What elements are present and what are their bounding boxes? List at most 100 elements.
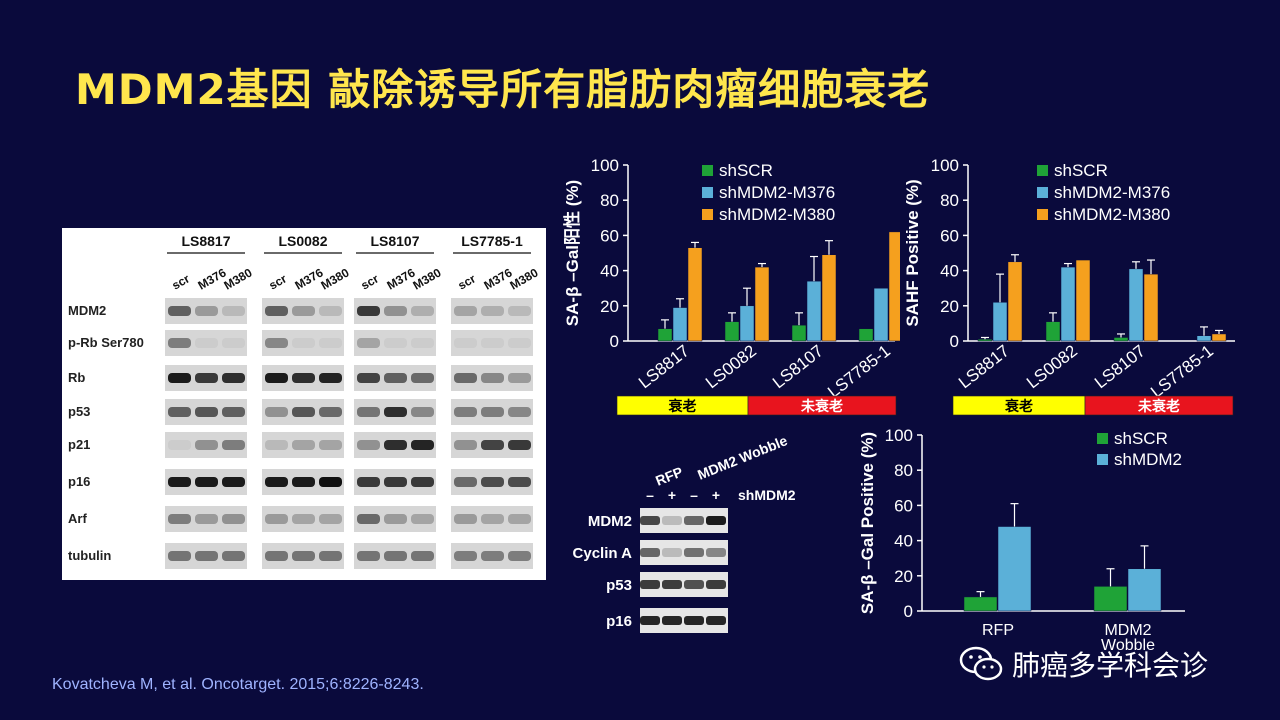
blot-band bbox=[357, 514, 380, 524]
bar bbox=[724, 321, 740, 342]
blot-band bbox=[222, 440, 245, 450]
wechat-icon bbox=[959, 646, 1003, 681]
blot-band bbox=[292, 477, 315, 487]
blot-band bbox=[481, 477, 504, 487]
blot-band bbox=[265, 373, 288, 383]
y-tick-label: 20 bbox=[600, 297, 619, 316]
blot-band bbox=[292, 440, 315, 450]
blot-band bbox=[384, 373, 407, 383]
legend-label: shMDM2-M380 bbox=[719, 205, 835, 224]
blot-band bbox=[706, 616, 726, 625]
blot-band bbox=[319, 514, 342, 524]
y-tick-label: 0 bbox=[610, 332, 619, 351]
blot-band bbox=[684, 580, 704, 589]
x-tick-label: Wobble bbox=[1101, 637, 1155, 650]
protein-label: p53 bbox=[68, 404, 90, 419]
blot-band bbox=[168, 306, 191, 316]
protein-label: Cyclin A bbox=[573, 545, 633, 562]
bar bbox=[754, 266, 770, 342]
chart-sa-gal-rescue: 0 20 40 60 80 100 SA-β –Gal Positive (%) RFP MDM… bbox=[858, 426, 1185, 650]
y-tick-label: 40 bbox=[600, 262, 619, 281]
bar bbox=[1075, 259, 1091, 342]
x-tick-label: LS8107 bbox=[769, 341, 827, 392]
x-tick-label: LS7785-1 bbox=[824, 341, 894, 401]
legend-swatch bbox=[702, 165, 713, 176]
blot-band bbox=[222, 477, 245, 487]
bar bbox=[1060, 266, 1076, 342]
blot-band bbox=[168, 514, 191, 524]
blot-strip bbox=[165, 330, 247, 356]
bar bbox=[1143, 273, 1159, 342]
blot-band bbox=[319, 477, 342, 487]
bar bbox=[657, 328, 673, 342]
blot-band bbox=[640, 616, 660, 625]
chart-sahf: 0 20 40 60 80 100 SAHF Positive (%) LS8817 LS008… bbox=[903, 156, 1235, 416]
blot-band bbox=[357, 407, 380, 417]
blot-band bbox=[411, 477, 434, 487]
blot-strip bbox=[165, 432, 247, 458]
x-tick-label: LS7785-1 bbox=[1147, 341, 1217, 401]
legend-swatch bbox=[1097, 454, 1108, 465]
blot-band bbox=[292, 338, 315, 348]
blot-band bbox=[357, 551, 380, 561]
blot-band bbox=[292, 514, 315, 524]
bar bbox=[1113, 337, 1129, 342]
x-tick-label: LS8107 bbox=[1091, 341, 1149, 392]
band-label: 衰老 bbox=[668, 398, 697, 414]
lane-sign: + bbox=[712, 487, 720, 503]
legend-label: shMDM2-M376 bbox=[1054, 183, 1170, 202]
blot-band bbox=[222, 514, 245, 524]
blot-band bbox=[508, 440, 531, 450]
legend-swatch bbox=[1037, 209, 1048, 220]
bar bbox=[1128, 268, 1144, 342]
blot-band bbox=[706, 548, 726, 557]
blot-band bbox=[384, 514, 407, 524]
legend-label: shSCR bbox=[1054, 161, 1108, 180]
blot-band bbox=[640, 548, 660, 557]
y-tick-label: 80 bbox=[600, 191, 619, 210]
blot-band bbox=[357, 338, 380, 348]
blot-band bbox=[481, 306, 504, 316]
blot-band bbox=[508, 338, 531, 348]
y-tick-label: 60 bbox=[600, 226, 619, 245]
lane-sign: – bbox=[690, 487, 698, 503]
bar bbox=[687, 247, 703, 342]
blot-band bbox=[168, 407, 191, 417]
blot-band bbox=[168, 551, 191, 561]
blot-band bbox=[706, 580, 726, 589]
blot-band bbox=[265, 338, 288, 348]
band-label: 衰老 bbox=[1004, 398, 1033, 414]
bar bbox=[1196, 335, 1212, 342]
legend-label: shSCR bbox=[1114, 429, 1168, 448]
band-non-senescent bbox=[1084, 395, 1234, 416]
blot-band bbox=[684, 548, 704, 557]
blot-band bbox=[292, 306, 315, 316]
legend-swatch bbox=[1097, 433, 1108, 444]
blot-band bbox=[195, 440, 218, 450]
blot-band bbox=[168, 373, 191, 383]
y-tick-label: 80 bbox=[940, 191, 959, 210]
bar bbox=[672, 307, 688, 342]
cell-line-label: LS8817 bbox=[181, 233, 230, 249]
blot-band bbox=[195, 407, 218, 417]
blot-strip bbox=[451, 506, 533, 532]
blot-strip bbox=[165, 506, 247, 532]
blot-band bbox=[454, 477, 477, 487]
blot-band bbox=[357, 440, 380, 450]
blot-band bbox=[168, 477, 191, 487]
x-tick-label: MDM2 bbox=[1104, 622, 1151, 639]
protein-label: p-Rb Ser780 bbox=[68, 335, 144, 350]
blot-band bbox=[319, 440, 342, 450]
blot-band bbox=[662, 548, 682, 557]
bar bbox=[992, 302, 1008, 342]
x-tick-label: LS0082 bbox=[1023, 341, 1081, 392]
blot-band bbox=[684, 516, 704, 525]
blot-band bbox=[411, 306, 434, 316]
blot-band bbox=[265, 306, 288, 316]
x-tick-label: RFP bbox=[982, 622, 1014, 639]
blot-band bbox=[265, 477, 288, 487]
blot-band bbox=[454, 306, 477, 316]
bar bbox=[873, 287, 889, 342]
y-tick-label: 80 bbox=[894, 461, 913, 480]
